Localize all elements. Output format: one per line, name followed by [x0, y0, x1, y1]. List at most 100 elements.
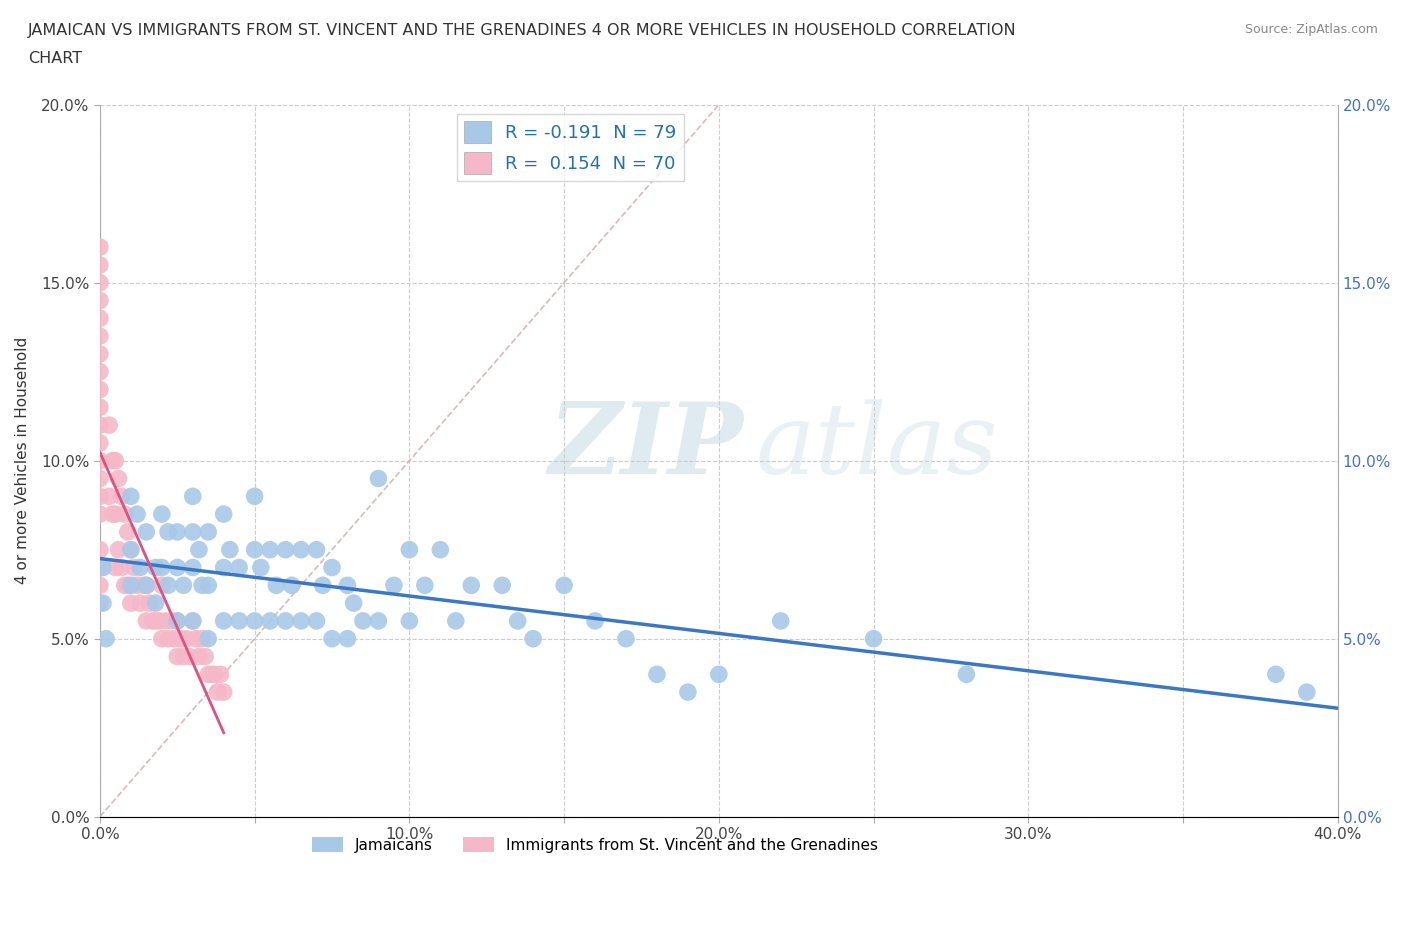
- Point: [212, 507, 235, 522]
- Text: atlas: atlas: [756, 399, 998, 494]
- Point: [243, 542, 266, 557]
- Point: [145, 614, 167, 629]
- Point: [181, 525, 204, 539]
- Point: [156, 525, 179, 539]
- Point: [153, 614, 176, 629]
- Point: [89, 507, 111, 522]
- Point: [218, 542, 240, 557]
- Point: [266, 578, 288, 592]
- Point: [166, 560, 188, 575]
- Point: [89, 542, 111, 557]
- Point: [120, 489, 142, 504]
- Point: [212, 684, 235, 699]
- Point: [191, 578, 214, 592]
- Point: [676, 684, 699, 699]
- Point: [197, 631, 219, 646]
- Point: [89, 293, 111, 308]
- Point: [197, 578, 219, 592]
- Point: [212, 614, 235, 629]
- Point: [156, 631, 179, 646]
- Point: [166, 614, 188, 629]
- Point: [120, 542, 142, 557]
- Point: [181, 489, 204, 504]
- Point: [212, 560, 235, 575]
- Text: ZIP: ZIP: [548, 398, 744, 495]
- Point: [89, 258, 111, 272]
- Point: [101, 453, 124, 468]
- Point: [614, 631, 637, 646]
- Point: [197, 525, 219, 539]
- Point: [145, 596, 167, 611]
- Point: [129, 560, 152, 575]
- Point: [352, 614, 374, 629]
- Point: [336, 631, 359, 646]
- Point: [104, 453, 127, 468]
- Point: [413, 578, 436, 592]
- Point: [166, 525, 188, 539]
- Point: [150, 560, 173, 575]
- Point: [228, 614, 250, 629]
- Point: [187, 649, 209, 664]
- Point: [89, 435, 111, 450]
- Point: [150, 631, 173, 646]
- Point: [321, 631, 343, 646]
- Point: [89, 560, 111, 575]
- Point: [156, 578, 179, 592]
- Point: [89, 400, 111, 415]
- Point: [107, 542, 129, 557]
- Point: [117, 578, 139, 592]
- Point: [166, 614, 188, 629]
- Point: [444, 614, 467, 629]
- Point: [89, 365, 111, 379]
- Y-axis label: 4 or more Vehicles in Household: 4 or more Vehicles in Household: [15, 337, 30, 584]
- Point: [179, 649, 201, 664]
- Point: [120, 596, 142, 611]
- Point: [89, 489, 111, 504]
- Point: [135, 614, 157, 629]
- Point: [228, 560, 250, 575]
- Point: [98, 489, 121, 504]
- Point: [312, 578, 335, 592]
- Point: [1264, 667, 1286, 682]
- Point: [91, 560, 114, 575]
- Point: [89, 578, 111, 592]
- Point: [181, 614, 204, 629]
- Point: [429, 542, 451, 557]
- Point: [522, 631, 544, 646]
- Point: [114, 578, 136, 592]
- Point: [98, 418, 121, 432]
- Point: [250, 560, 273, 575]
- Point: [862, 631, 884, 646]
- Point: [104, 560, 127, 575]
- Point: [321, 560, 343, 575]
- Point: [150, 507, 173, 522]
- Point: [135, 578, 157, 592]
- Point: [645, 667, 668, 682]
- Point: [398, 614, 420, 629]
- Point: [202, 667, 225, 682]
- Point: [91, 596, 114, 611]
- Point: [122, 560, 145, 575]
- Point: [243, 489, 266, 504]
- Point: [382, 578, 405, 592]
- Point: [305, 614, 328, 629]
- Point: [460, 578, 482, 592]
- Point: [305, 542, 328, 557]
- Point: [135, 578, 157, 592]
- Point: [184, 631, 207, 646]
- Point: [207, 684, 229, 699]
- Point: [187, 542, 209, 557]
- Point: [274, 542, 297, 557]
- Point: [181, 560, 204, 575]
- Point: [166, 649, 188, 664]
- Point: [274, 614, 297, 629]
- Point: [94, 631, 117, 646]
- Text: Source: ZipAtlas.com: Source: ZipAtlas.com: [1244, 23, 1378, 36]
- Point: [259, 614, 281, 629]
- Point: [491, 578, 513, 592]
- Point: [138, 596, 160, 611]
- Text: JAMAICAN VS IMMIGRANTS FROM ST. VINCENT AND THE GRENADINES 4 OR MORE VEHICLES IN: JAMAICAN VS IMMIGRANTS FROM ST. VINCENT …: [28, 23, 1017, 38]
- Point: [181, 614, 204, 629]
- Point: [281, 578, 304, 592]
- Point: [163, 631, 186, 646]
